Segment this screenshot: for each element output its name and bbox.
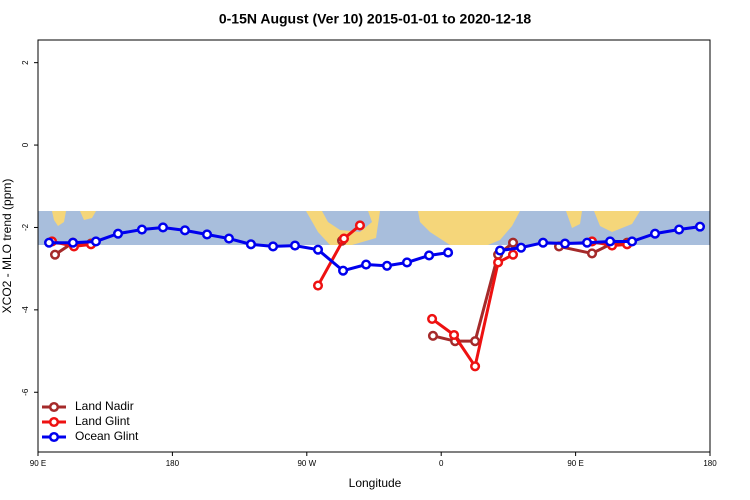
y-tick-label: -6 xyxy=(21,388,30,396)
x-tick-label: 90 W xyxy=(297,459,316,468)
data-point xyxy=(605,236,616,247)
data-point xyxy=(268,241,279,252)
legend-label: Land Glint xyxy=(75,414,130,428)
data-point xyxy=(649,228,661,239)
data-point xyxy=(245,239,256,250)
y-tick-label: 2 xyxy=(21,60,30,65)
data-point xyxy=(44,237,55,248)
legend-label: Ocean Glint xyxy=(75,429,139,443)
data-point xyxy=(289,240,301,251)
y-axis-label: XCO2 - MLO trend (ppm) xyxy=(0,179,14,314)
data-point xyxy=(354,220,366,231)
data-point xyxy=(427,330,439,341)
data-point xyxy=(470,361,481,372)
y-tick-label: 0 xyxy=(21,142,30,147)
x-tick-label: 0 xyxy=(439,459,444,468)
data-point xyxy=(443,247,454,258)
data-point xyxy=(179,225,190,236)
data-point xyxy=(338,233,350,244)
data-point xyxy=(49,249,61,260)
data-point xyxy=(470,336,481,347)
series-line xyxy=(54,241,628,343)
legend-label: Land Nadir xyxy=(75,399,134,413)
legend-marker xyxy=(48,416,60,428)
data-point xyxy=(537,237,549,248)
data-point xyxy=(67,237,78,248)
data-point xyxy=(582,237,593,248)
data-point xyxy=(223,233,235,244)
data-point xyxy=(493,257,504,268)
data-point xyxy=(694,221,706,232)
data-point xyxy=(157,222,169,233)
plot-frame xyxy=(37,39,711,453)
data-point xyxy=(427,313,438,324)
legend-marker xyxy=(48,401,60,413)
data-point xyxy=(201,229,213,240)
data-point xyxy=(586,248,598,259)
data-point xyxy=(626,236,638,247)
data-point xyxy=(507,249,519,260)
x-tick-label: 90 E xyxy=(567,459,583,468)
data-point xyxy=(494,245,506,256)
data-point xyxy=(516,242,527,253)
y-tick-label: -2 xyxy=(21,223,30,231)
x-tick-label: 90 E xyxy=(30,459,46,468)
data-point xyxy=(424,250,435,261)
data-point xyxy=(559,238,571,249)
x-tick-label: 180 xyxy=(703,459,717,468)
data-point xyxy=(674,224,685,235)
data-point xyxy=(361,259,372,270)
data-point xyxy=(112,228,124,239)
data-point xyxy=(136,224,147,235)
x-axis-label: Longitude xyxy=(349,476,402,490)
data-point xyxy=(312,280,324,291)
y-tick-label: -4 xyxy=(21,306,30,314)
chart-title: 0-15N August (Ver 10) 2015-01-01 to 2020… xyxy=(219,11,532,27)
data-point xyxy=(507,237,519,248)
data-point xyxy=(401,257,413,268)
data-point xyxy=(381,260,393,271)
data-point xyxy=(90,236,101,247)
data-point xyxy=(448,329,460,341)
data-point xyxy=(338,265,349,276)
x-tick-label: 180 xyxy=(166,459,180,468)
legend-marker xyxy=(48,431,60,443)
data-point xyxy=(312,244,324,255)
